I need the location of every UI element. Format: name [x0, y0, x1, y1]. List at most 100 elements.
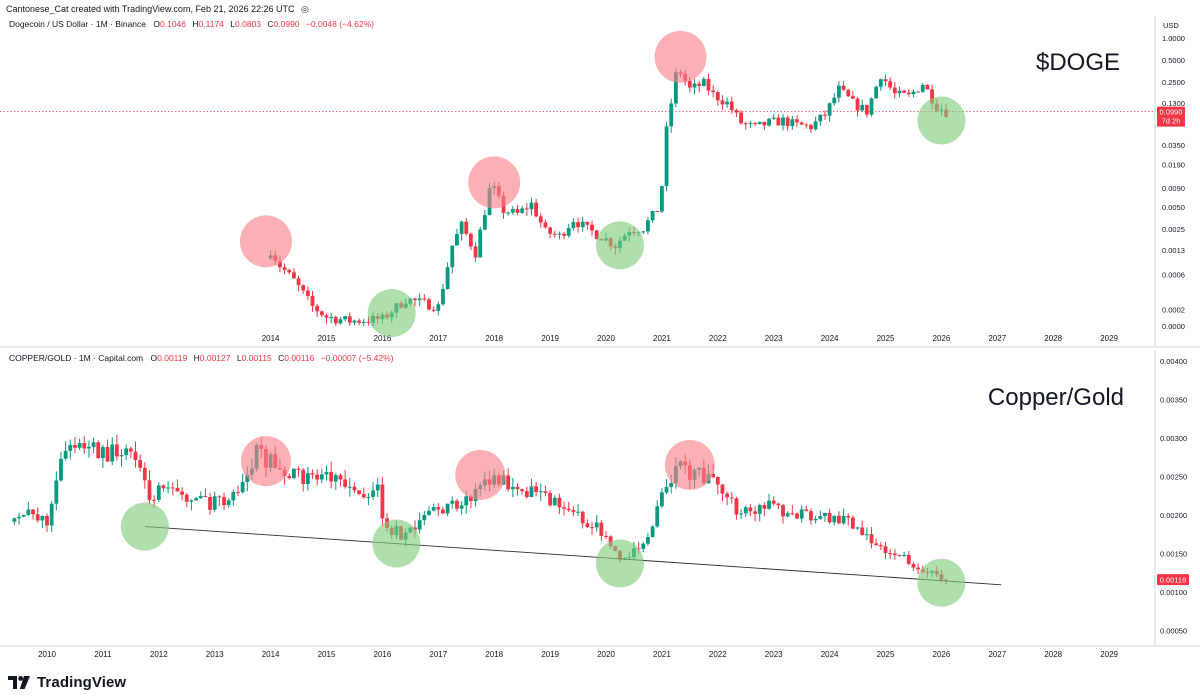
cg-candle	[184, 494, 189, 502]
cg-candle	[524, 491, 529, 498]
doge-candle	[436, 304, 441, 311]
doge-candle	[864, 104, 869, 115]
doge-candle	[673, 72, 678, 104]
cg-y-axis: 0.00400 0.00350 0.00300 0.00250 0.00200 0.001…	[1157, 357, 1189, 636]
doge-candle	[510, 209, 515, 213]
doge-candle	[562, 233, 566, 236]
doge-candle	[897, 90, 902, 94]
doge-y-tick-label: 0.0050	[1162, 203, 1185, 212]
doge-candle	[352, 320, 357, 323]
cg-candle	[650, 526, 655, 538]
cg-candle	[781, 505, 785, 517]
cg-candle	[902, 554, 907, 556]
cg-candle	[128, 448, 133, 452]
doge-candle	[478, 229, 483, 258]
doge-x-tick-label: 2018	[485, 334, 503, 343]
doge-candle	[278, 260, 282, 268]
cg-candle	[212, 496, 217, 510]
doge-candle	[687, 80, 692, 88]
doge-candle	[790, 119, 795, 127]
cg-x-tick-label: 2016	[374, 650, 392, 659]
cg-candle	[101, 447, 105, 459]
doge-y-tick-label: 0.2500	[1162, 78, 1185, 87]
cg-candle	[897, 555, 902, 557]
cg-candle	[585, 523, 590, 528]
cg-candle	[445, 503, 450, 514]
cg-candle	[664, 486, 669, 493]
doge-candle	[422, 298, 427, 300]
cg-candle	[82, 443, 87, 449]
cg-candle	[291, 468, 296, 479]
cg-candle	[818, 515, 823, 519]
cg-candle	[217, 496, 222, 498]
cg-candle	[590, 527, 594, 529]
doge-candle	[664, 126, 669, 187]
doge-y-axis: 1.00000.50000.25000.13000.07000.03500.01…	[1157, 34, 1185, 331]
cg-y-tick-label: 0.00100	[1160, 588, 1187, 597]
doge-candle	[534, 202, 539, 217]
cg-candle	[436, 507, 441, 510]
doge-candle	[911, 91, 916, 95]
cg-candle	[608, 536, 613, 547]
cg-top-marker	[455, 449, 506, 500]
cg-legend-symbol: COPPER/GOLD · 1M · Capital.com	[9, 353, 143, 363]
cg-candle	[347, 486, 352, 488]
cg-candle	[515, 486, 520, 490]
cg-bottom-marker	[372, 519, 421, 568]
doge-candle	[310, 296, 315, 306]
cg-candle	[646, 537, 650, 544]
cg-candle	[725, 493, 730, 498]
cg-candle	[571, 510, 576, 513]
doge-y-tick-label: 0.1300	[1162, 99, 1185, 108]
doge-candle	[427, 299, 431, 310]
cg-candle	[557, 497, 562, 508]
cg-candle	[869, 534, 874, 544]
cg-legend: COPPER/GOLD · 1M · Capital.com O0.00119 …	[9, 353, 394, 363]
doge-x-axis: 2014 2015 2016 2017 2018 2019 2020 2021 2022 2023…	[262, 334, 1119, 343]
cg-candle	[305, 473, 310, 484]
cg-candle	[315, 474, 320, 480]
cg-y-tick-label: 0.00150	[1160, 550, 1187, 559]
doge-candle	[548, 227, 552, 234]
cg-candle	[538, 491, 543, 493]
doge-candles	[0, 68, 1155, 326]
doge-candle	[515, 209, 520, 213]
doge-candle	[464, 221, 469, 234]
doge-candle	[715, 92, 720, 101]
doge-candle	[329, 317, 334, 319]
cg-candle	[809, 511, 813, 521]
cg-candle	[776, 503, 781, 506]
cg-candle	[883, 546, 888, 554]
doge-candle	[701, 78, 706, 86]
doge-panel: Dogecoin / US Dollar · 1M · Binance O0.1…	[0, 16, 1200, 348]
cg-candle	[594, 522, 599, 528]
cg-candle	[170, 487, 175, 489]
cg-candle	[916, 567, 921, 570]
cg-candle	[753, 511, 757, 514]
doge-x-tick-label: 2028	[1044, 334, 1062, 343]
cg-candle	[222, 497, 226, 506]
doge-candle	[482, 215, 487, 230]
doge-candle	[804, 124, 809, 126]
doge-x-tick-label: 2023	[765, 334, 783, 343]
doge-y-tick-label: 0.0006	[1162, 271, 1185, 280]
cg-candle	[720, 484, 725, 494]
doge-markers	[239, 30, 966, 338]
doge-x-tick-label: 2021	[653, 334, 671, 343]
doge-candle	[641, 231, 646, 233]
doge-candle	[333, 317, 338, 324]
cg-candle	[534, 486, 539, 492]
cg-candle	[114, 444, 119, 457]
cg-candle	[734, 498, 739, 515]
cg-top-marker	[240, 436, 291, 487]
doge-candle	[357, 320, 362, 323]
cg-candle	[152, 499, 157, 501]
doge-x-tick-label: 2024	[821, 334, 839, 343]
doge-candle	[874, 86, 879, 99]
cg-candle	[827, 513, 832, 523]
cg-candle	[180, 491, 184, 495]
cg-y-tick-label: 0.00400	[1160, 357, 1187, 366]
tradingview-logo-icon	[8, 675, 30, 689]
doge-candle	[594, 230, 599, 239]
cg-candle	[422, 515, 427, 521]
